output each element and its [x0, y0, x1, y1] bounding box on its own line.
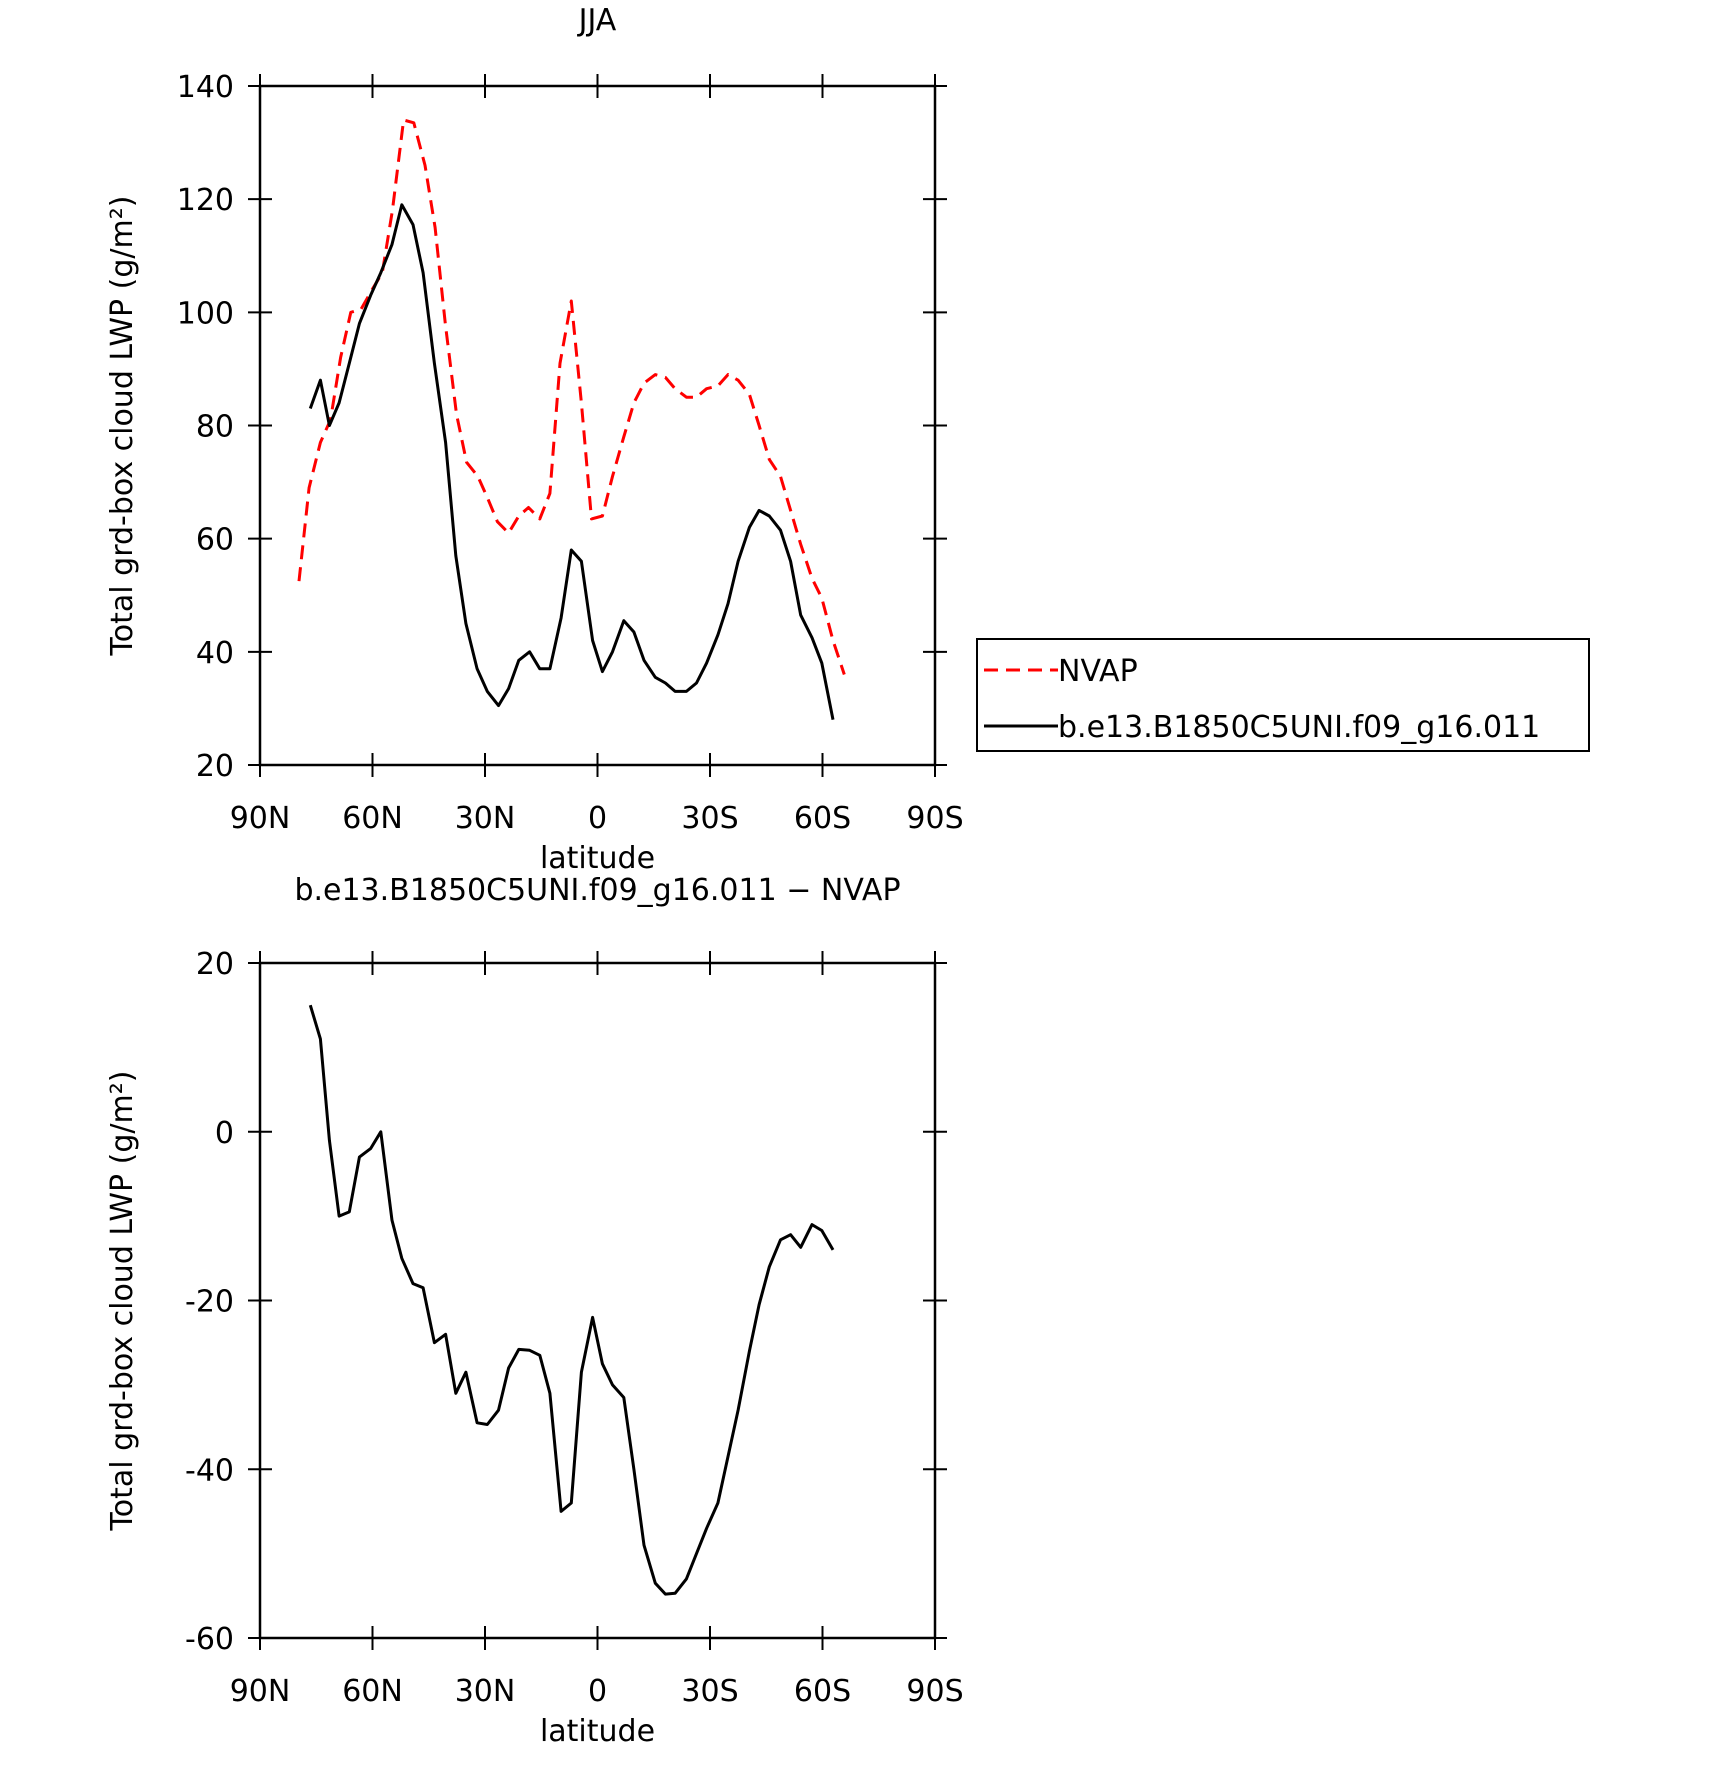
- x-tick-label: 90S: [906, 801, 963, 836]
- y-axis-label: Total grd-box cloud LWP (g/m²): [105, 196, 140, 657]
- y-tick-label: 140: [177, 70, 234, 105]
- x-tick-label: 60S: [794, 801, 851, 836]
- x-tick-label: 30N: [455, 1674, 516, 1709]
- x-tick-label: 60N: [342, 1674, 403, 1709]
- x-tick-label: 30N: [455, 801, 516, 836]
- plot-frame: [258, 961, 937, 1640]
- y-axis-label: Total grd-box cloud LWP (g/m²): [105, 1071, 140, 1532]
- y-tick-label: -20: [185, 1285, 234, 1320]
- data-line: [297, 118, 846, 675]
- panel: b.e13.B1850C5UNI.f09_g16.011 − NVAP latit…: [105, 873, 964, 1749]
- y-tick-label: 120: [177, 183, 234, 218]
- y-tick-label: -40: [185, 1453, 234, 1488]
- legend-label: b.e13.B1850C5UNI.f09_g16.011: [1058, 710, 1540, 745]
- plot-frame: [258, 84, 937, 767]
- legend-box: [976, 638, 1590, 752]
- y-tick-label: 80: [196, 410, 234, 445]
- y-tick-label: 60: [196, 523, 234, 558]
- x-tick-label: 90S: [906, 1674, 963, 1709]
- x-axis-label: latitude: [540, 841, 655, 876]
- x-tick-label: 90N: [230, 1674, 291, 1709]
- legend: NVAP b.e13.B1850C5UNI.f09_g16.011: [976, 638, 1590, 752]
- chart-title: b.e13.B1850C5UNI.f09_g16.011 − NVAP: [294, 873, 900, 908]
- y-tick-label: 20: [196, 749, 234, 784]
- y-tick-label: 100: [177, 296, 234, 331]
- x-tick-label: 0: [588, 1674, 607, 1709]
- x-tick-label: 0: [588, 801, 607, 836]
- chart-title: JJA: [577, 3, 617, 38]
- y-tick-label: 40: [196, 636, 234, 671]
- data-line: [308, 203, 835, 720]
- x-tick-label: 30S: [681, 801, 738, 836]
- y-tick-label: 20: [196, 947, 234, 982]
- data-line: [308, 1004, 835, 1596]
- x-tick-label: 60S: [794, 1674, 851, 1709]
- x-tick-label: 30S: [681, 1674, 738, 1709]
- x-axis-label: latitude: [540, 1714, 655, 1749]
- y-tick-label: -60: [185, 1622, 234, 1657]
- x-tick-label: 60N: [342, 801, 403, 836]
- x-tick-label: 90N: [230, 801, 291, 836]
- legend-label: NVAP: [1058, 654, 1138, 689]
- y-tick-label: 0: [215, 1116, 234, 1151]
- panel: JJA latitude Total grd-box cloud LWP (g/m²…: [105, 3, 1590, 876]
